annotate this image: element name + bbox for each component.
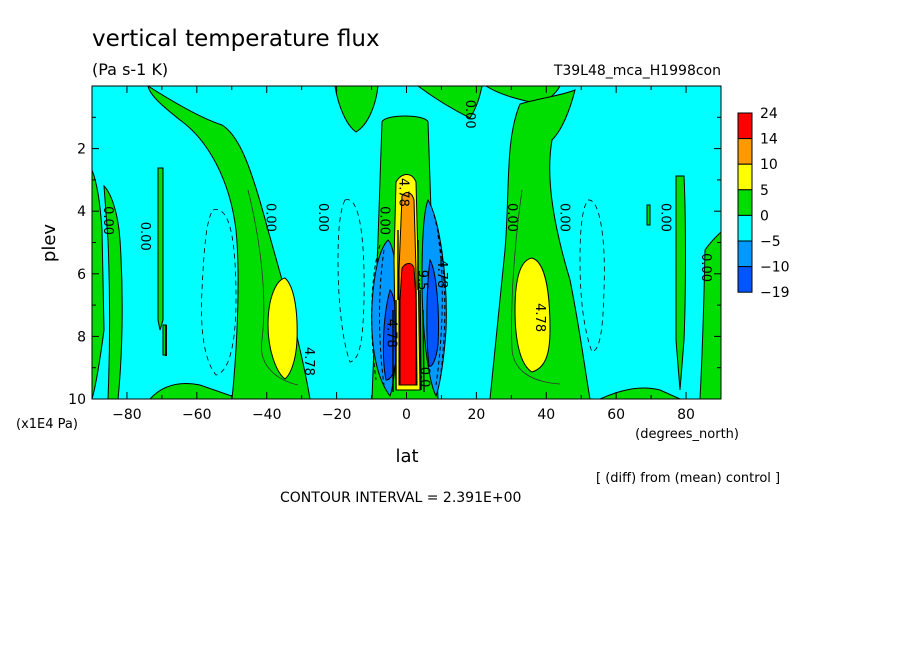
positive-dash-north (646, 204, 651, 226)
y-tick-label: 4 (77, 204, 86, 220)
contour-labels: 0.00 0.00 0.00 0.00 0.00 4.78 9.5 4.78 4.78 0.0 0.… (100, 100, 713, 388)
colorbar-swatch-6 (737, 266, 753, 293)
y-axis-title: plev (39, 224, 60, 263)
positive-region-south-high-lat (103, 184, 123, 399)
contour-label: 0.00 (137, 222, 152, 251)
contour-label: 0.00 (100, 206, 115, 235)
colorbar-label: −10 (760, 260, 790, 276)
positive-inner-south (247, 189, 299, 386)
colorbar-swatch-4 (737, 214, 753, 242)
colorbar-label: 24 (760, 106, 778, 122)
colorbar-swatch-1 (737, 138, 753, 165)
positive-base-south (149, 383, 241, 399)
contour-label: 4.78 (434, 259, 449, 288)
contour-label: 0.0 (416, 367, 431, 388)
contour-interval: CONTOUR INTERVAL = 2.391E+00 (280, 490, 521, 506)
warm-core-south (267, 277, 298, 380)
chart-title: vertical temperature flux (92, 26, 380, 52)
contour-label: 0.00 (658, 203, 673, 232)
contour-label: 4.78 (301, 347, 316, 376)
experiment-label: T39L48_mca_H1998con (553, 63, 721, 79)
contour-label: 4.78 (383, 319, 398, 348)
colorbar-label: −5 (760, 234, 781, 250)
colorbar-swatch-2 (737, 163, 753, 191)
contour-label: 0.00 (698, 253, 713, 282)
y-tick-label: 2 (77, 142, 86, 158)
strong-negative-right (426, 258, 440, 367)
positive-region-south-strip (157, 167, 164, 331)
positive-base-north (599, 387, 681, 399)
peak-region-equator (399, 263, 417, 386)
contour-label: 4.78 (532, 303, 547, 332)
x-tick-label: 20 (467, 407, 485, 423)
positive-region-top-left (334, 86, 379, 133)
contour-label: 0.00 (504, 203, 519, 232)
x-tick-label: 80 (677, 407, 695, 423)
x-tick-label: −40 (252, 407, 282, 423)
y-tick-label: 6 (77, 267, 86, 283)
contour-label: 4.78 (396, 178, 411, 207)
x-axis-title: lat (395, 446, 418, 467)
y-axis: 2 4 6 8 10 (68, 116, 721, 408)
x-tick-label: 60 (607, 407, 625, 423)
contour-label: 0.00 (376, 206, 391, 235)
colorbar-swatch-3 (737, 189, 753, 216)
chart-units: (Pa s-1 K) (92, 60, 168, 79)
colorbar-label: 14 (760, 132, 778, 148)
contour-label: 9.5 (415, 270, 430, 291)
y-axis-units: (x1E4 Pa) (16, 417, 78, 432)
diff-note: [ (diff) from (mean) control ] (596, 471, 780, 486)
plot-area (92, 86, 721, 399)
colorbar-label: 5 (760, 183, 769, 199)
positive-region-south-pole (92, 169, 105, 399)
x-tick-label: −60 (182, 407, 212, 423)
colorbar-label: −19 (760, 285, 790, 301)
y-tick-label: 10 (68, 392, 86, 408)
colorbar-swatch-5 (737, 240, 753, 268)
colorbar: 24 14 10 5 0 −5 −10 −19 (737, 106, 790, 301)
equator-dark-contours (392, 230, 425, 393)
contour-label: 0.00 (263, 203, 278, 232)
positive-inner-north (511, 189, 561, 385)
colorbar-label: 0 (760, 208, 769, 224)
negative-dashed-contours-equator (371, 214, 446, 386)
contour-label: 0.00 (462, 100, 477, 129)
x-tick-label: 40 (537, 407, 555, 423)
colorbar-label: 10 (760, 157, 778, 173)
x-axis-units: (degrees_north) (635, 427, 739, 442)
x-tick-label: −20 (322, 407, 352, 423)
colorbar-swatch-0 (737, 112, 753, 140)
warm-core-north (514, 257, 551, 373)
y-tick-label: 8 (77, 329, 86, 345)
tick-mark-south (165, 325, 167, 356)
contour-label: 0.00 (556, 203, 571, 232)
positive-region-top-right (417, 86, 483, 119)
x-axis: −80 −60 −40 −20 0 20 40 60 80 (91, 86, 722, 423)
negative-dashed-contours-mid (201, 199, 605, 376)
x-tick-label: −80 (112, 407, 142, 423)
positive-region-north-strip (675, 175, 686, 391)
contour-label: 0.00 (315, 203, 330, 232)
x-tick-label: 0 (402, 407, 411, 423)
